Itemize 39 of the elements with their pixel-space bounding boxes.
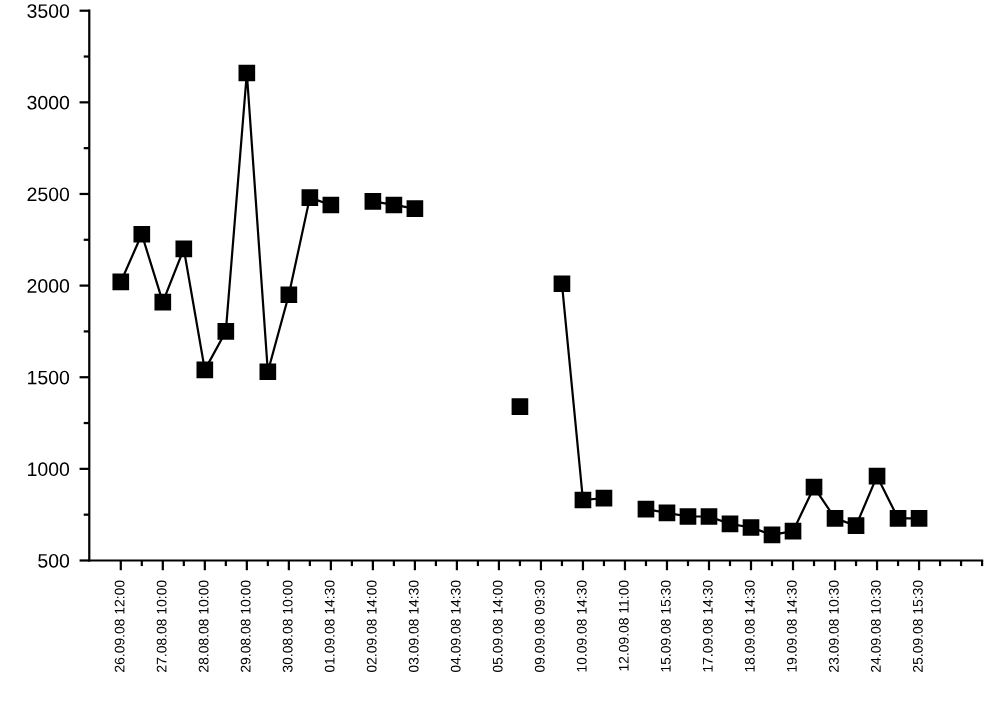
y-tick-label: 1500	[28, 370, 70, 385]
point	[196, 361, 214, 379]
point	[763, 526, 781, 544]
point	[847, 517, 865, 534]
y-tick-label: 2500	[27, 187, 70, 202]
point	[910, 510, 928, 527]
point	[826, 510, 844, 527]
point	[301, 189, 319, 206]
point	[784, 522, 802, 540]
point	[511, 398, 529, 415]
point	[658, 504, 676, 522]
y-tick-label: 1000	[28, 462, 70, 477]
point	[175, 240, 193, 258]
point	[637, 500, 655, 518]
point	[889, 510, 907, 527]
point	[721, 515, 739, 533]
point	[238, 64, 256, 82]
point	[700, 508, 718, 525]
y-tick-label: 2000	[27, 279, 70, 293]
y-tick-label: 3000	[27, 95, 70, 110]
y-tick-label: 500	[38, 553, 70, 568]
y-tick-label: 3500	[27, 4, 70, 18]
point	[553, 275, 571, 293]
point	[679, 508, 697, 525]
point	[259, 363, 277, 381]
point	[217, 323, 235, 340]
point	[868, 467, 886, 485]
point	[742, 519, 760, 536]
point	[805, 478, 823, 496]
point	[322, 196, 340, 214]
point	[406, 200, 424, 217]
point	[574, 491, 592, 509]
point	[364, 192, 382, 210]
point	[154, 293, 172, 311]
point	[112, 273, 130, 291]
point	[133, 225, 151, 243]
point	[385, 196, 403, 214]
point	[595, 489, 613, 507]
point	[280, 286, 298, 304]
